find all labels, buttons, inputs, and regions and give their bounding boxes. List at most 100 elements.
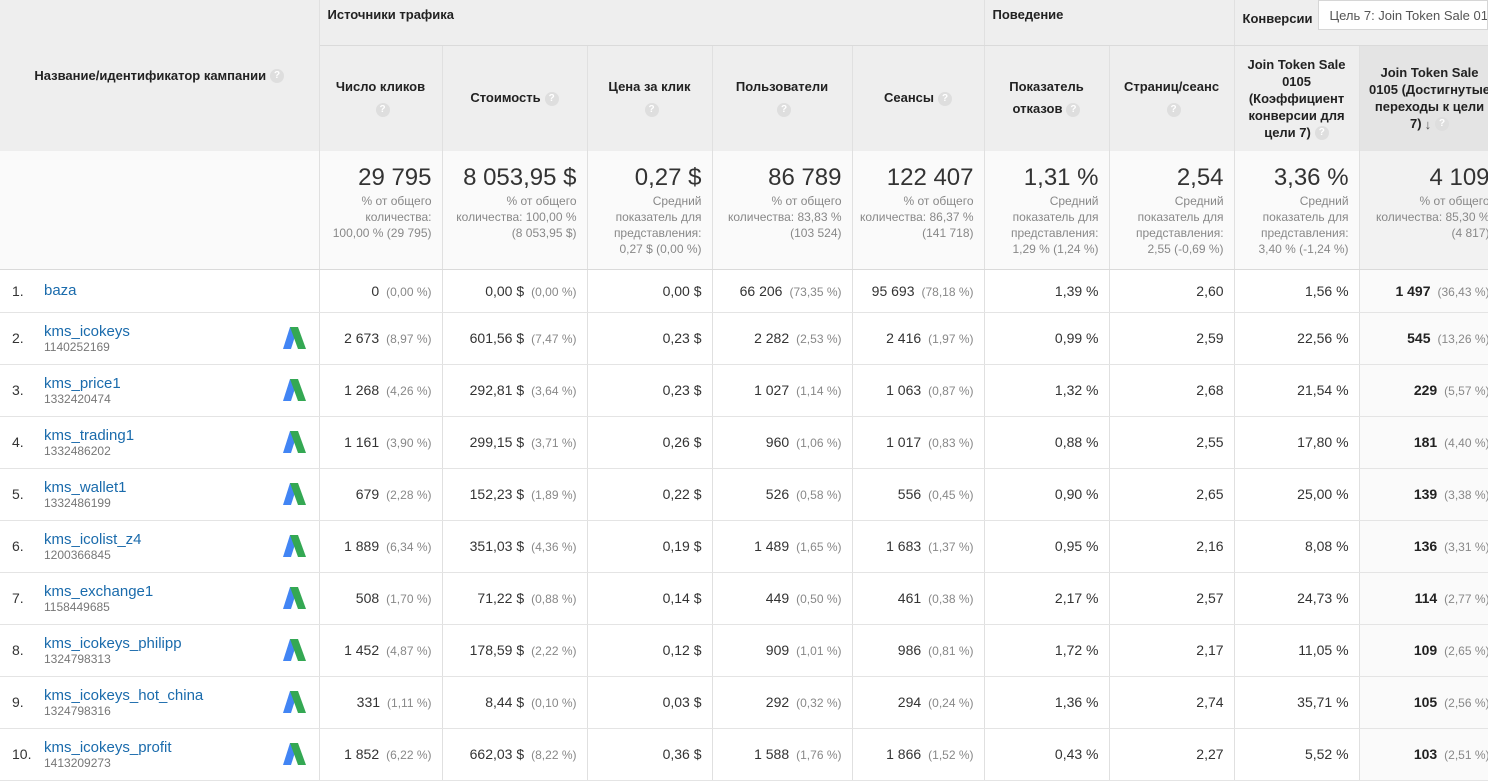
total-conv-rate: 3,36 % Средний показатель для представлен…: [1234, 151, 1360, 270]
cell-clicks: 2 673 (8,97 %): [319, 312, 443, 365]
campaign-link[interactable]: kms_icokeys_philipp: [44, 634, 182, 652]
table-row[interactable]: 8. kms_icokeys_philipp 1324798313 1 452 (4,8…: [0, 624, 1488, 677]
cell-value: 2,65: [1196, 486, 1224, 502]
cell-sessions: 1 866 (1,52 %): [852, 728, 985, 781]
help-icon[interactable]: ?: [1435, 117, 1450, 132]
help-icon[interactable]: ?: [644, 102, 659, 117]
campaign-cell: 7. kms_exchange1 1158449685: [0, 572, 320, 625]
cell-value: 105: [1413, 694, 1438, 710]
cell-cpc: 0,14 $: [587, 572, 713, 625]
cell-users: 2 282 (2,53 %): [712, 312, 853, 365]
row-index: 10.: [12, 746, 32, 762]
cell-value: 66 206: [739, 282, 783, 299]
help-icon[interactable]: ?: [777, 102, 791, 117]
cell-value: 526: [765, 486, 790, 502]
help-icon[interactable]: ?: [1314, 126, 1329, 141]
table-row[interactable]: 4. kms_trading1 1332486202 1 161 (3,90 %) 299…: [0, 416, 1488, 469]
total-bounce: 1,31 % Средний показатель для представлен…: [984, 151, 1110, 270]
cell-percent: (3,38 %): [1444, 488, 1488, 502]
cell-value: 2 673: [344, 330, 380, 346]
help-icon[interactable]: ?: [544, 91, 559, 106]
table-row[interactable]: 5. kms_wallet1 1332486199 679 (2,28 %) 152,23…: [0, 468, 1488, 521]
campaign-id: 1200366845: [44, 547, 111, 562]
cell-percent: (78,18 %): [921, 284, 974, 299]
cell-users: 960 (1,06 %): [712, 416, 853, 469]
cell-percent: (4,87 %): [386, 644, 432, 658]
cell-completions: 136 (3,31 %): [1359, 520, 1488, 573]
cell-users: 292 (0,32 %): [712, 676, 853, 729]
campaign-link[interactable]: kms_trading1: [44, 426, 135, 444]
cell-percent: (1,52 %): [928, 748, 974, 762]
column-header-sessions[interactable]: Сеансы?: [852, 45, 985, 151]
campaign-link[interactable]: kms_icokeys: [44, 322, 130, 340]
cell-cpc: 0,36 $: [587, 728, 713, 781]
help-icon[interactable]: ?: [1166, 102, 1181, 117]
campaign-id: 1332420474: [44, 391, 111, 406]
column-header-clicks[interactable]: Число кликов?: [319, 45, 443, 151]
campaign-link[interactable]: kms_icokeys_profit: [44, 738, 172, 756]
column-header-pages[interactable]: Страниц/сеанс?: [1109, 45, 1235, 151]
google-ads-icon: [282, 691, 306, 713]
cell-value: 0,90 %: [1054, 486, 1099, 502]
campaign-link[interactable]: kms_wallet1: [44, 478, 127, 496]
totals-row: 29 795 % от общего количества: 100,00 % (…: [0, 151, 1488, 270]
table-row[interactable]: 2. kms_icokeys 1140252169 2 673 (8,97 %) 601,…: [0, 312, 1488, 365]
column-header-completions[interactable]: Join Token Sale 0105 (Достигнутые перехо…: [1359, 45, 1488, 151]
table-row[interactable]: 3. kms_price1 1332420474 1 268 (4,26 %) 292,8…: [0, 364, 1488, 417]
column-header-bounce[interactable]: Показатель отказов?: [984, 45, 1110, 151]
table-row[interactable]: 1. baza 0 (0,00 %) 0,00 $ (0,00 %) 0,00 $ 66 20…: [0, 269, 1488, 313]
campaign-column-header[interactable]: Название/идентификатор кампании?: [0, 0, 320, 151]
campaign-link[interactable]: baza: [44, 282, 77, 299]
cell-sessions: 1 683 (1,37 %): [852, 520, 985, 573]
campaign-link[interactable]: kms_price1: [44, 374, 121, 392]
cell-value: 1 866: [886, 746, 922, 762]
cell-value: 2,16: [1196, 538, 1224, 554]
cell-percent: (0,00 %): [386, 284, 432, 299]
column-label: Цена за клик: [608, 79, 691, 95]
cell-percent: (1,97 %): [928, 332, 974, 346]
cell-percent: (0,50 %): [796, 592, 842, 606]
campaign-cell: 6. kms_icolist_z4 1200366845: [0, 520, 320, 573]
campaign-cell: 9. kms_icokeys_hot_china 1324798316: [0, 676, 320, 729]
cell-clicks: 1 268 (4,26 %): [319, 364, 443, 417]
cell-value: 11,05 %: [1298, 642, 1349, 658]
cell-value: 152,23 $: [469, 486, 525, 502]
column-header-cost[interactable]: Стоимость?: [442, 45, 588, 151]
column-label: Страниц/сеанс: [1123, 79, 1220, 95]
help-icon[interactable]: ?: [938, 91, 953, 106]
column-header-users[interactable]: Пользователи?: [712, 45, 853, 151]
cell-value: 601,56 $: [469, 330, 525, 346]
google-ads-icon: [282, 639, 306, 661]
campaign-link[interactable]: kms_icokeys_hot_china: [44, 686, 204, 704]
total-note: % от общего количества: 100,00 % (8 053,…: [456, 194, 577, 240]
cell-completions: 103 (2,51 %): [1359, 728, 1488, 781]
table-row[interactable]: 7. kms_exchange1 1158449685 508 (1,70 %) 71,2…: [0, 572, 1488, 625]
table-row[interactable]: 9. kms_icokeys_hot_china 1324798316 331 (1,1…: [0, 676, 1488, 729]
cell-percent: (2,51 %): [1444, 748, 1488, 762]
campaign-link[interactable]: kms_icolist_z4: [44, 530, 142, 548]
cell-users: 1 489 (1,65 %): [712, 520, 853, 573]
campaign-cell: 8. kms_icokeys_philipp 1324798313: [0, 624, 320, 677]
cell-pages: 2,57: [1109, 572, 1235, 625]
campaign-link[interactable]: kms_exchange1: [44, 582, 154, 600]
help-icon[interactable]: ?: [1066, 102, 1081, 117]
cell-value: 1 489: [754, 538, 790, 554]
cell-completions: 114 (2,77 %): [1359, 572, 1488, 625]
total-value: 8 053,95 $: [463, 164, 577, 191]
column-header-conv-rate[interactable]: Join Token Sale 0105 (Коэффициент конвер…: [1234, 45, 1360, 151]
column-header-cpc[interactable]: Цена за клик?: [587, 45, 713, 151]
sort-desc-icon[interactable]: ↓: [1424, 116, 1432, 132]
cell-bounce: 1,32 %: [984, 364, 1110, 417]
table-row[interactable]: 6. kms_icolist_z4 1200366845 1 889 (6,34 %) 3…: [0, 520, 1488, 573]
cell-value: 2,17 %: [1054, 590, 1099, 606]
cell-pages: 2,74: [1109, 676, 1235, 729]
cell-value: 2,74: [1196, 694, 1224, 710]
table-row[interactable]: 10. kms_icokeys_profit 1413209273 1 852 (6,2…: [0, 728, 1488, 781]
help-icon[interactable]: ?: [270, 69, 285, 84]
campaign-cell: 4. kms_trading1 1332486202: [0, 416, 320, 469]
cell-value: 2 282: [754, 330, 790, 346]
goal-select[interactable]: Цель 7: Join Token Sale 0105: [1318, 0, 1488, 30]
cell-bounce: 2,17 %: [984, 572, 1110, 625]
cell-percent: (6,22 %): [386, 748, 432, 762]
help-icon[interactable]: ?: [375, 102, 390, 117]
